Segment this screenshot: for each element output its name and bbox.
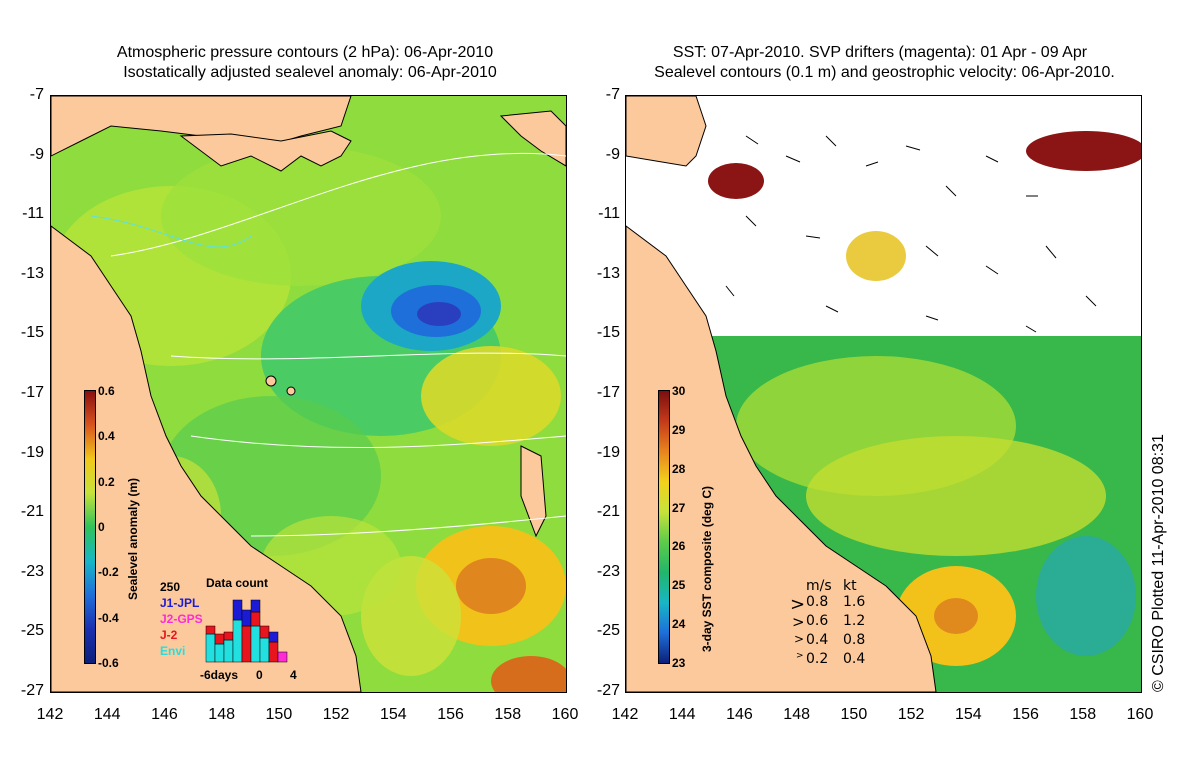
sla-colorbar-title: Sealevel anomaly (m) [126, 477, 140, 600]
lat-tick-label: -7 [605, 86, 620, 103]
lat-tick-label: -9 [605, 145, 620, 163]
lon-tick-label: 144 [93, 706, 121, 723]
colorbar-tick-label: -0.4 [98, 610, 119, 625]
velocity-legend-arrow-icon: > [792, 613, 805, 631]
velocity-legend-arrow-icon: > [790, 594, 806, 615]
lon-tick-label: 160 [551, 706, 579, 723]
lat-tick-label: -17 [20, 384, 44, 401]
velocity-legend-header-kt: kt [843, 578, 857, 594]
right-title-line2: Sealevel contours (0.1 m) and geostrophi… [654, 64, 1115, 81]
mission-j2-gps: J2-GPS [160, 612, 203, 626]
lon-tick-label: 158 [494, 706, 522, 723]
lat-tick-label: -27 [20, 682, 44, 699]
velocity-arrows [725, 135, 1097, 333]
sst-colorbar-title: 3-day SST composite (deg C) [700, 485, 714, 652]
lon-tick-label: 156 [437, 706, 464, 723]
left-title-line2: Isostatically adjusted sealevel anomaly:… [123, 64, 497, 81]
colorbar-tick-label: 29 [672, 422, 686, 437]
colorbar-tick-label: 26 [672, 539, 686, 554]
colorbar-tick-label: 0.4 [98, 429, 115, 444]
data-count-axis-left: -6days [200, 668, 239, 682]
sla-colorbar [84, 390, 96, 664]
sst-map-panel [625, 95, 1142, 693]
lon-tick-label: 142 [36, 706, 64, 723]
lat-tick-label: -11 [598, 205, 620, 223]
lat-tick-label: -11 [22, 205, 44, 223]
colorbar-tick-label: -0.6 [98, 656, 119, 670]
velocity-legend-header-ms: m/s [806, 578, 832, 594]
mission-j-2: J-2 [160, 628, 178, 642]
data-count-axis-zero: 0 [256, 668, 263, 682]
copyright-label: © CSIRO Plotted 11-Apr-2010 08:31 [1150, 434, 1167, 692]
velocity-legend-arrow-icon: > [796, 651, 804, 661]
lat-tick-label: -21 [20, 503, 44, 521]
lon-tick-label: 152 [322, 706, 350, 723]
colorbar-tick-label: -0.2 [98, 565, 119, 580]
colorbar-tick-label: 0 [98, 520, 105, 534]
velocity-legend-kt: 0.8 [843, 632, 866, 648]
colorbar-tick-label: 30 [672, 384, 686, 398]
velocity-legend-ms: 0.6 [806, 613, 829, 629]
lat-tick-label: -27 [596, 682, 620, 699]
lat-tick-label: -25 [596, 622, 620, 640]
lon-tick-label: 146 [151, 706, 178, 723]
sla-map-panel [50, 95, 567, 693]
lon-tick-label: 158 [1069, 706, 1097, 723]
data-count-axis-right: 4 [290, 668, 297, 682]
lon-tick-label: 148 [783, 706, 810, 723]
lon-tick-label: 150 [840, 706, 868, 723]
lon-tick-label: 156 [1012, 706, 1039, 723]
lat-tick-label: -13 [20, 264, 44, 282]
lon-tick-label: 146 [726, 706, 753, 723]
data-count-histogram [205, 599, 288, 663]
colorbar-tick-label: 27 [672, 500, 686, 515]
lon-tick-label: 154 [379, 706, 407, 723]
lon-tick-label: 160 [1126, 706, 1154, 723]
lon-tick-label: 152 [897, 706, 925, 723]
velocity-legend-ms: 0.8 [806, 594, 829, 610]
sla-map [51, 96, 566, 692]
colorbar-tick-label: 25 [672, 578, 686, 593]
velocity-legend-kt: 1.6 [843, 594, 866, 610]
mission-envi: Envi [160, 644, 186, 658]
velocity-legend-kt: 1.2 [843, 613, 866, 629]
left-title-line1: Atmospheric pressure contours (2 hPa): 0… [116, 44, 494, 61]
lat-tick-label: -19 [20, 443, 44, 461]
colorbar-tick-label: 28 [672, 461, 686, 476]
lon-tick-label: 144 [668, 706, 696, 723]
lat-tick-label: -13 [596, 264, 620, 282]
sst-colorbar [658, 390, 670, 664]
velocity-legend-kt: 0.4 [843, 651, 866, 667]
sst-map [626, 96, 1141, 692]
lon-tick-label: 148 [208, 706, 235, 723]
velocity-legend-ms: 0.4 [806, 632, 829, 648]
data-count-max: 250 [160, 580, 181, 594]
velocity-legend-ms: 0.2 [806, 651, 829, 667]
colorbar-tick-label: 0.6 [98, 384, 115, 398]
velocity-legend-arrow-icon: > [794, 632, 805, 646]
lat-tick-label: -7 [29, 86, 44, 103]
colorbar-tick-label: 23 [672, 656, 686, 670]
colorbar-tick-label: 24 [672, 617, 686, 632]
lat-tick-label: -23 [20, 562, 44, 580]
lat-tick-label: -19 [596, 443, 620, 461]
colorbar-tick-label: 0.2 [98, 474, 115, 489]
lat-tick-label: -15 [20, 324, 44, 342]
lon-tick-label: 150 [265, 706, 293, 723]
right-title-line1: SST: 07-Apr-2010. SVP drifters (magenta)… [672, 44, 1088, 61]
lat-tick-label: -23 [596, 562, 620, 580]
lat-tick-label: -21 [596, 503, 620, 521]
lon-tick-label: 154 [954, 706, 982, 723]
lat-tick-label: -15 [596, 324, 620, 342]
lat-tick-label: -9 [29, 145, 44, 163]
lat-tick-label: -25 [20, 622, 44, 640]
mission-j1-jpl: J1-JPL [160, 596, 200, 610]
lon-tick-label: 142 [611, 706, 639, 723]
data-count-title: Data count [206, 576, 269, 590]
lat-tick-label: -17 [596, 384, 620, 401]
